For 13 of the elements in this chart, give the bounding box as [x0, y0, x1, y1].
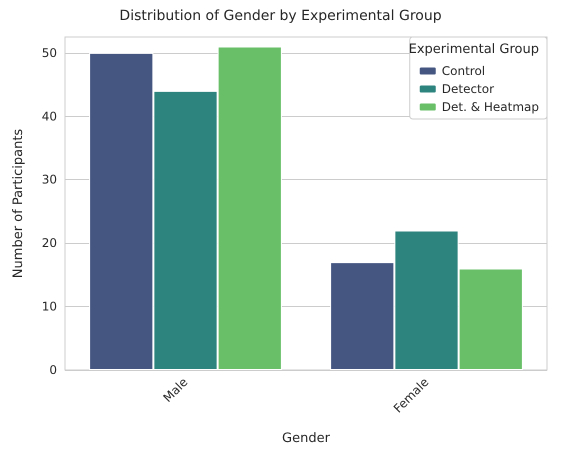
chart-title: Distribution of Gender by Experimental Group [119, 8, 442, 24]
y-tick-label: 0 [49, 363, 57, 377]
legend-title: Experimental Group [408, 42, 540, 57]
y-tick-label: 40 [42, 109, 57, 124]
legend-label: Detector [442, 82, 494, 96]
y-tick-label: 10 [42, 300, 57, 314]
legend-label: Control [442, 64, 486, 78]
y-tick-label: 30 [42, 172, 57, 187]
legend-label: Det. & Heatmap [442, 100, 540, 114]
x-axis-title: Gender [282, 431, 331, 446]
y-tick-label: 20 [42, 236, 57, 250]
y-axis-title: Number of Participants [11, 128, 26, 278]
y-tick-label: 50 [42, 46, 57, 60]
